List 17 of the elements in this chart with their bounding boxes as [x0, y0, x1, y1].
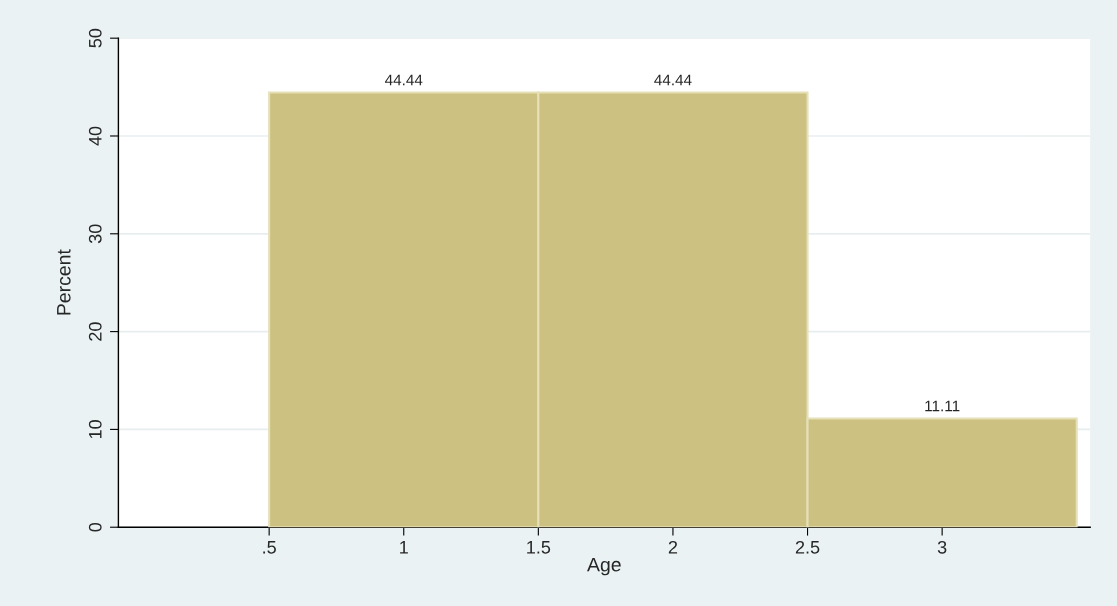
y-tick-label: 0: [88, 522, 102, 532]
x-tick-label: 1: [400, 541, 408, 554]
x-tick-label: 2.5: [795, 540, 820, 554]
x-tick-label: .5: [263, 541, 276, 554]
x-tick-label: 1.5: [527, 541, 551, 554]
data-label: 44.44: [654, 74, 692, 86]
x-tick-label: 3: [937, 540, 947, 554]
x-tick-label: 2: [668, 540, 678, 554]
y-tick-label: 30: [88, 224, 102, 244]
x-axis-title: Age: [587, 557, 621, 576]
y-tick-label: 20: [88, 322, 102, 341]
y-tick-label: 50: [88, 28, 102, 48]
data-label: 44.44: [384, 74, 423, 86]
y-tick-label: 40: [88, 126, 102, 146]
y-axis-title: Percent: [57, 249, 71, 315]
y-tick-label: 10: [88, 420, 102, 439]
data-label: 11.11: [925, 400, 960, 412]
